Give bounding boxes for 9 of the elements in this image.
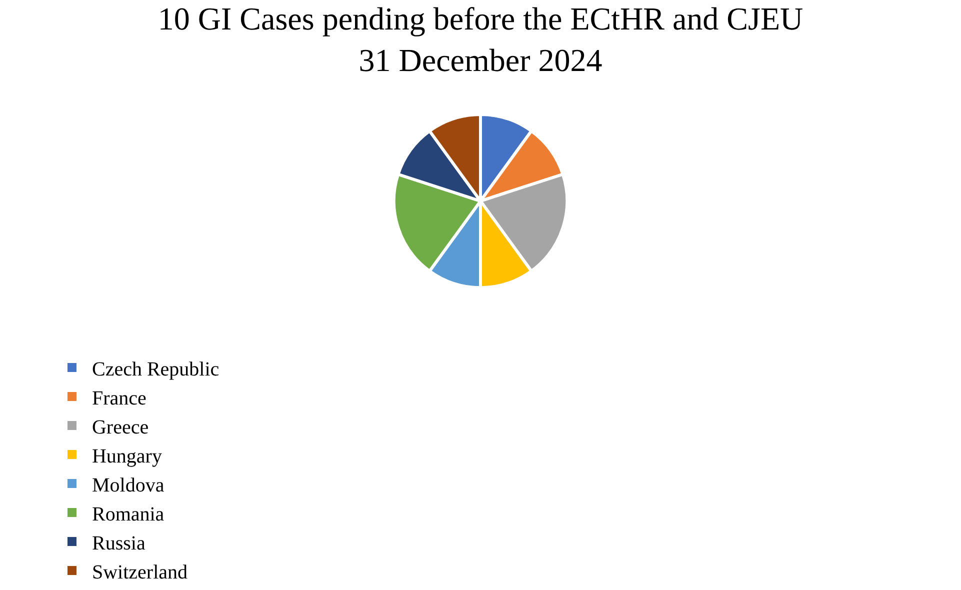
- legend-label: Romania: [92, 503, 164, 526]
- legend-label: France: [92, 387, 147, 410]
- chart-title: 10 GI Cases pending before the ECtHR and CJEU 31 December 2024: [158, 0, 804, 78]
- legend-label: Moldova: [92, 474, 164, 496]
- legend-label: Czech Republic: [92, 358, 220, 380]
- legend-label: Greece: [92, 416, 149, 438]
- legend-label: Russia: [92, 532, 146, 554]
- legend-label: Hungary: [92, 445, 162, 468]
- legend-label: Switzerland: [92, 561, 188, 584]
